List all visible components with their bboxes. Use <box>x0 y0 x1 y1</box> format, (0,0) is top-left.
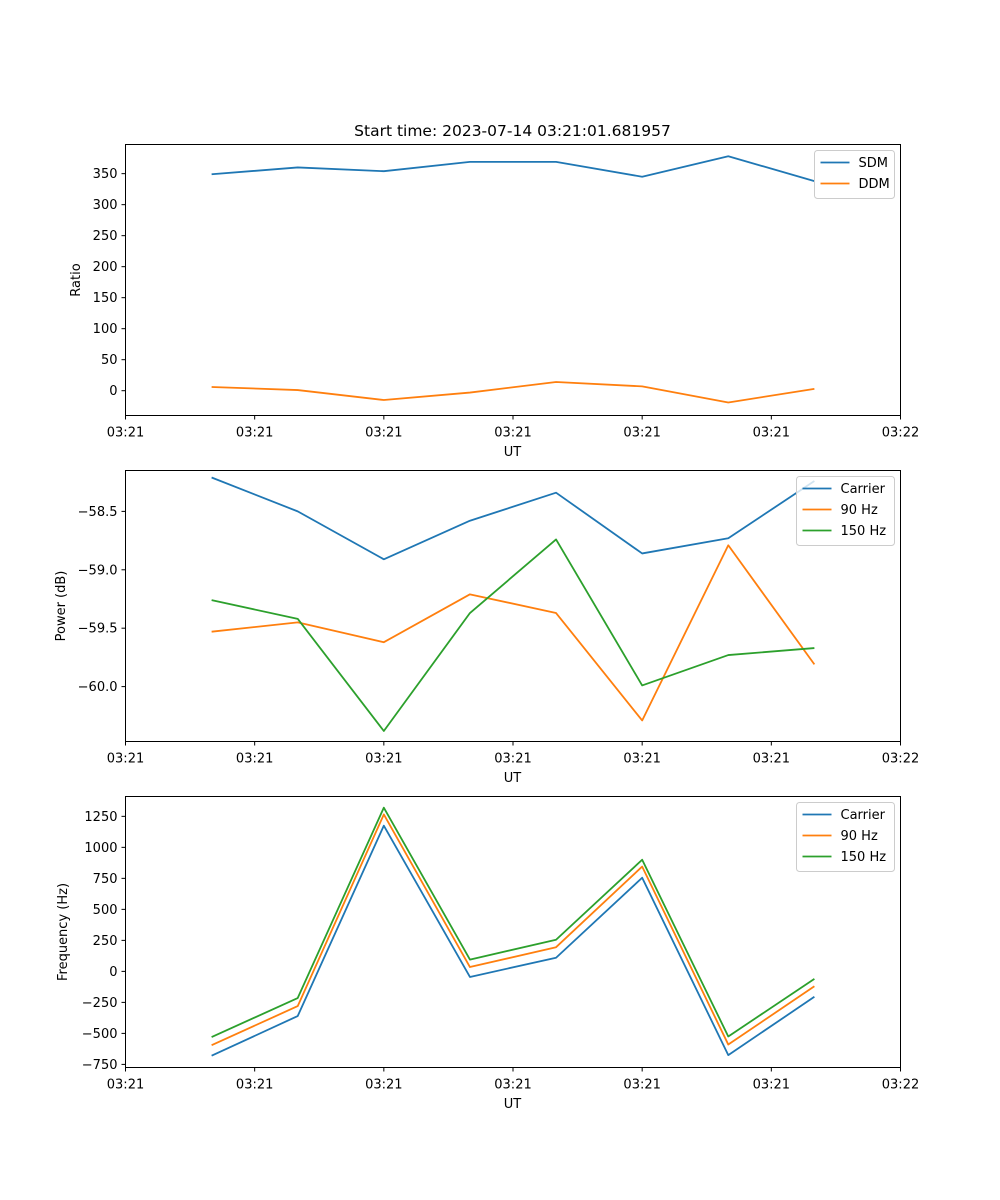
y-tick-label: 1000 <box>84 841 117 856</box>
legend-label: 150 Hz <box>841 850 887 865</box>
panel-frequency: 03:21 03:21 03:21 03:21 03:21 03:21 03:22 −750… <box>56 796 919 1112</box>
y-tick-label: 0 <box>109 965 117 980</box>
y-tick-label: 300 <box>93 198 118 213</box>
x-tick-label: 03:21 <box>494 1078 531 1093</box>
y-tick-label: −750 <box>82 1058 118 1073</box>
legend-label: 90 Hz <box>841 503 878 518</box>
y-tick-label: 250 <box>93 934 118 949</box>
x-tick-label: 03:22 <box>882 1078 919 1093</box>
panel-power: 03:21 03:21 03:21 03:21 03:21 03:21 03:22 −60.… <box>54 470 919 786</box>
ratio-series-sdm <box>211 155 815 182</box>
ratio-legend: SDM DDM <box>814 150 895 199</box>
x-tick-label: 03:22 <box>882 426 919 441</box>
legend-frame <box>796 476 895 546</box>
legend-label: 150 Hz <box>841 524 887 539</box>
y-tick-label: 750 <box>93 872 118 887</box>
x-tick-label: 03:21 <box>753 426 790 441</box>
chart-title: Start time: 2023-07-14 03:21:01.681957 <box>354 122 671 140</box>
ratio-x-ticks: 03:21 03:21 03:21 03:21 03:21 03:21 03:22 <box>107 415 919 441</box>
y-tick-label: 50 <box>101 353 118 368</box>
x-tick-label: 03:21 <box>623 752 660 767</box>
x-tick-label: 03:21 <box>753 752 790 767</box>
y-tick-label: −59.5 <box>78 622 118 637</box>
y-tick-label: −59.0 <box>78 563 118 578</box>
frequency-y-axis-label: Frequency (Hz) <box>56 883 71 981</box>
x-tick-label: 03:21 <box>236 1078 273 1093</box>
y-tick-label: 200 <box>93 260 118 275</box>
ratio-x-axis-label: UT <box>504 445 522 460</box>
x-tick-label: 03:21 <box>236 426 273 441</box>
ratio-y-axis-label: Ratio <box>69 263 84 296</box>
y-tick-label: −60.0 <box>78 680 118 695</box>
legend-label: 90 Hz <box>841 829 878 844</box>
power-series-150-hz <box>211 538 815 732</box>
x-tick-label: 03:21 <box>107 1078 144 1093</box>
frequency-series-90-hz <box>211 813 815 1046</box>
panel-ratio: Start time: 2023-07-14 03:21:01.681957 0… <box>69 122 919 460</box>
power-plot-area <box>211 476 816 732</box>
y-tick-label: −250 <box>82 996 118 1011</box>
legend-label: Carrier <box>841 808 886 823</box>
legend-label: DDM <box>859 177 890 192</box>
power-series-carrier <box>211 476 815 561</box>
power-y-axis-label: Power (dB) <box>54 571 69 642</box>
x-tick-label: 03:21 <box>494 426 531 441</box>
frequency-plot-area <box>211 806 815 1057</box>
power-series-90-hz <box>211 544 816 722</box>
legend-label: SDM <box>859 156 888 171</box>
y-tick-label: 250 <box>93 229 118 244</box>
frequency-legend: Carrier 90 Hz 150 Hz <box>796 802 895 872</box>
legend-label: Carrier <box>841 482 886 497</box>
x-tick-label: 03:22 <box>882 752 919 767</box>
y-tick-label: −58.5 <box>78 505 118 520</box>
ratio-axes-frame <box>125 144 901 416</box>
y-tick-label: 100 <box>93 322 118 337</box>
x-tick-label: 03:21 <box>236 752 273 767</box>
x-tick-label: 03:21 <box>623 1078 660 1093</box>
x-tick-label: 03:21 <box>365 752 402 767</box>
y-tick-label: 1250 <box>84 810 117 825</box>
ratio-plot-area <box>211 155 815 404</box>
frequency-axes-frame <box>125 796 901 1068</box>
ratio-y-ticks: 0 50 100 150 200 250 300 350 <box>93 167 126 399</box>
x-tick-label: 03:21 <box>107 426 144 441</box>
power-y-ticks: −60.0 −59.5 −59.0 −58.5 <box>78 505 126 695</box>
y-tick-label: 150 <box>93 291 118 306</box>
x-tick-label: 03:21 <box>365 426 402 441</box>
x-tick-label: 03:21 <box>365 1078 402 1093</box>
frequency-x-axis-label: UT <box>504 1097 522 1112</box>
frequency-series-carrier <box>211 824 815 1057</box>
x-tick-label: 03:21 <box>753 1078 790 1093</box>
ratio-series-ddm <box>211 381 815 404</box>
frequency-x-ticks: 03:21 03:21 03:21 03:21 03:21 03:21 03:22 <box>107 1067 919 1093</box>
y-tick-label: 500 <box>93 903 118 918</box>
power-x-axis-label: UT <box>504 771 522 786</box>
legend-frame <box>796 802 895 872</box>
x-tick-label: 03:21 <box>107 752 144 767</box>
frequency-y-ticks: −750 −500 −250 0 250 500 750 1000 1250 <box>82 810 126 1073</box>
y-tick-label: −500 <box>82 1027 118 1042</box>
y-tick-label: 350 <box>93 167 118 182</box>
y-tick-label: 0 <box>109 384 117 399</box>
x-tick-label: 03:21 <box>494 752 531 767</box>
power-x-ticks: 03:21 03:21 03:21 03:21 03:21 03:21 03:22 <box>107 741 919 767</box>
x-tick-label: 03:21 <box>623 426 660 441</box>
power-legend: Carrier 90 Hz 150 Hz <box>796 476 895 546</box>
frequency-series-150-hz <box>211 806 815 1038</box>
